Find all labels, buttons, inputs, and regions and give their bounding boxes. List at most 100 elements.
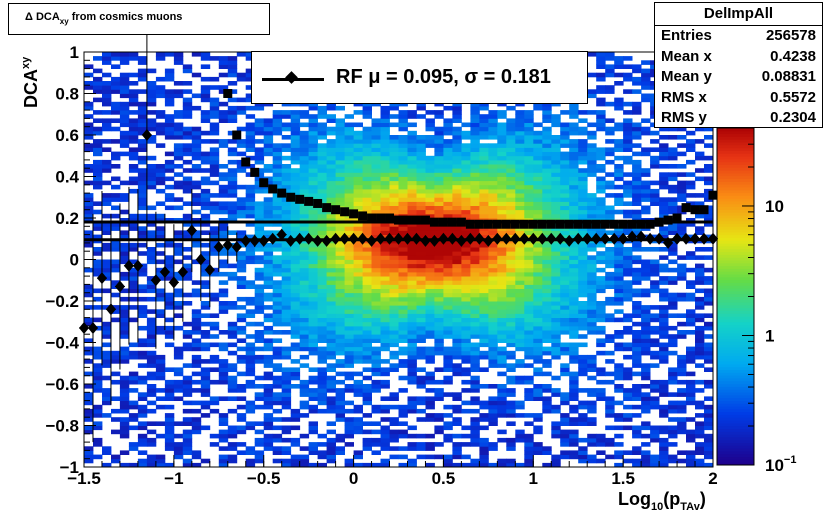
heat-cell [560, 180, 570, 186]
heat-cell [281, 143, 292, 148]
palette-band [717, 156, 754, 160]
heat-cell [632, 392, 642, 397]
heat-cell [515, 309, 525, 314]
heat-cell [479, 446, 489, 451]
heat-cell [479, 417, 489, 422]
heat-cell [335, 184, 345, 190]
heat-cell [578, 118, 588, 123]
heat-cell [84, 350, 94, 356]
heat-cell [605, 139, 615, 144]
palette-band [717, 459, 754, 463]
heat-cell [416, 313, 426, 318]
heat-cell [632, 413, 642, 418]
heat-cell [290, 230, 301, 235]
heat-cell [272, 213, 283, 219]
heat-cell [641, 330, 651, 335]
heat-cell [605, 56, 615, 61]
heat-cell [191, 155, 202, 161]
heat-cell [623, 417, 633, 422]
heat-cell [506, 118, 516, 123]
heat-cell [182, 421, 193, 426]
heat-cell [614, 367, 624, 372]
heat-cell [587, 209, 597, 215]
heat-cell [560, 350, 570, 356]
heat-cell [650, 433, 660, 439]
heat-cell [317, 242, 327, 248]
heat-cell [560, 371, 570, 377]
heat-cell [272, 396, 283, 401]
heat-cell [389, 417, 399, 422]
heat-cell [137, 126, 148, 132]
heat-cell [299, 251, 310, 256]
heat-cell [704, 280, 714, 285]
heat-cell [407, 346, 417, 352]
heat-cell [524, 338, 534, 343]
heat-cell [560, 201, 570, 206]
heat-cell [128, 404, 139, 410]
heat-cell [578, 321, 588, 327]
heat-cell [84, 64, 94, 69]
heat-cell [344, 234, 354, 240]
heat-cell [515, 164, 525, 169]
heat-cell [632, 363, 642, 368]
heat-cell [623, 396, 633, 401]
heat-cell [263, 359, 274, 364]
heat-cell [641, 334, 651, 339]
heat-cell [245, 446, 256, 451]
heat-cell [596, 180, 606, 186]
heat-cell [677, 188, 687, 194]
heat-cell [146, 101, 157, 107]
heat-cell [308, 168, 318, 173]
heat-cell [416, 263, 426, 269]
heat-cell [425, 404, 435, 410]
heat-cell [686, 143, 696, 148]
heat-cell [308, 325, 318, 331]
heat-cell [371, 404, 381, 410]
heat-cell [515, 193, 525, 198]
heat-cell [344, 433, 354, 439]
heat-cell [407, 130, 417, 136]
heat-cell [335, 388, 345, 393]
heat-cell [560, 450, 570, 455]
heat-cell [569, 276, 579, 281]
heat-cell [119, 309, 130, 314]
heat-cell [488, 172, 498, 177]
heat-cell [299, 159, 310, 165]
heat-cell [137, 325, 148, 331]
heat-cell [605, 68, 615, 74]
heat-cell [362, 288, 372, 294]
heat-cell [272, 126, 283, 132]
heat-cell [425, 176, 435, 182]
heat-cell [704, 425, 714, 431]
heat-cell [218, 396, 229, 401]
heat-cell [560, 259, 570, 265]
heat-cell [488, 263, 498, 269]
heat-cell [560, 330, 570, 335]
heat-cell [551, 354, 561, 360]
heat-cell [695, 342, 705, 348]
heat-cell [209, 433, 220, 439]
heat-cell [461, 159, 471, 165]
palette-band [717, 377, 754, 382]
heat-cell [236, 429, 247, 435]
heat-cell [353, 226, 363, 231]
heat-cell [704, 462, 714, 468]
heat-cell [398, 334, 408, 339]
heat-cell [407, 442, 417, 447]
heat-cell [533, 350, 543, 356]
heat-cell [218, 446, 229, 451]
heat-cell [542, 168, 552, 173]
heat-cell [668, 230, 678, 235]
heat-cell [542, 201, 552, 206]
heat-cell [389, 280, 399, 285]
heat-cell [668, 155, 678, 161]
palette-band [717, 133, 754, 137]
heat-cell [614, 342, 624, 348]
heat-cell [102, 334, 112, 339]
heat-cell [146, 359, 157, 364]
heat-cell [245, 379, 256, 385]
heat-cell [281, 450, 292, 455]
heat-cell [299, 446, 310, 451]
heat-cell [533, 259, 543, 265]
heat-cell [380, 259, 390, 265]
